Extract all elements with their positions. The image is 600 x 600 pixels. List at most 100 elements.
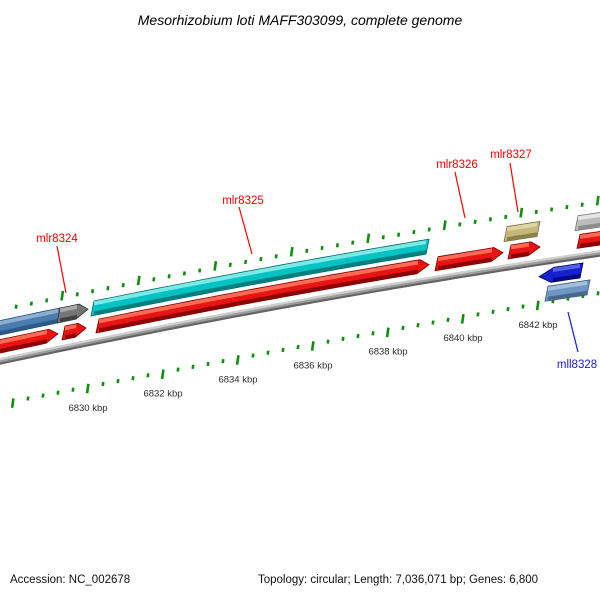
inner-ruler-major-tick — [235, 355, 240, 365]
status-summary: Topology: circular; Length: 7,036,071 bp… — [258, 574, 539, 586]
label-leader-line-mlr8324 — [56, 245, 67, 294]
inner-ruler-minor-tick — [146, 373, 150, 378]
outer-ruler-minor-tick — [106, 286, 110, 291]
ruler-kbp-label: 6842 kbp — [518, 320, 557, 331]
inner-ruler-minor-tick — [326, 339, 330, 344]
gene-arrow-silver-9-shadow — [578, 222, 600, 230]
genome-backbone-highlight — [0, 250, 600, 361]
inner-ruler-minor-tick — [476, 312, 480, 317]
outer-ruler-minor-tick — [228, 262, 232, 267]
gene-arrow-mlr8325-highlight — [94, 240, 426, 306]
label-leader-line-mlr8325 — [238, 206, 253, 255]
outer-ruler-minor-tick — [29, 301, 33, 306]
gene-labels-layer: mlr8324 mlr8325 mlr8326 mlr8327 mll8328 — [36, 149, 597, 371]
inner-ruler-minor-tick — [371, 331, 375, 336]
gene-arrow-mlr8326-highlight — [438, 248, 492, 262]
inner-ruler-minor-tick — [251, 353, 255, 358]
gene-arrow-silver-9-highlight — [578, 212, 600, 221]
inner-ruler-minor-tick — [431, 320, 435, 325]
genes-layer — [0, 212, 600, 354]
ruler-kbp-label: 6832 kbp — [143, 389, 182, 400]
inner-ruler-major-tick — [460, 313, 465, 324]
inner-ruler-minor-tick — [266, 350, 270, 355]
ruler-kbp-label: 6836 kbp — [293, 360, 332, 371]
outer-ruler-major-tick — [519, 207, 524, 218]
inner-ruler-minor-tick — [101, 381, 105, 387]
inner-ruler-minor-tick — [191, 364, 195, 369]
outer-ruler-minor-tick — [45, 298, 49, 303]
status-bar: Accession: NC_002678 Topology: circular;… — [0, 574, 600, 594]
outer-ruler-major-tick — [136, 275, 141, 286]
gene-arrow-mlr8327-highlight — [507, 222, 537, 232]
inner-ruler-major-tick — [10, 398, 15, 409]
outer-ruler-minor-tick — [580, 202, 584, 207]
inner-ruler-minor-tick — [491, 309, 495, 314]
outer-ruler-minor-tick — [335, 243, 339, 248]
outer-ruler-minor-tick — [167, 274, 171, 279]
outer-ruler-minor-tick — [412, 229, 416, 235]
inner-ruler-minor-tick — [41, 393, 45, 398]
label-leader-line-mlr8327 — [509, 162, 519, 213]
outer-ruler-minor-tick — [152, 277, 156, 282]
gene-arrow-mlr8324-highlight — [60, 304, 77, 313]
outer-ruler-minor-tick — [427, 227, 431, 232]
outer-ruler-minor-tick — [458, 222, 462, 227]
outer-ruler-minor-tick — [14, 304, 18, 309]
gene-arrow-mll8328-shadow — [553, 273, 580, 282]
gene-arrow-mlr8327-highlight — [511, 242, 529, 250]
gene-label-mlr8324[interactable]: mlr8324 — [36, 233, 78, 245]
gene-label-mlr8326[interactable]: mlr8326 — [436, 159, 478, 171]
outer-ruler-minor-tick — [397, 232, 401, 237]
outer-ruler-major-tick — [289, 246, 294, 257]
outer-ruler-minor-tick — [550, 207, 554, 212]
ruler-kbp-label: 6830 kbp — [68, 403, 107, 414]
ruler-kbp-label: 6840 kbp — [443, 333, 482, 344]
gene-arrow-mlr8327-shadow — [507, 232, 537, 241]
outer-ruler-minor-tick — [488, 217, 492, 222]
outer-ruler-minor-tick — [91, 289, 95, 294]
inner-ruler-minor-tick — [71, 387, 75, 392]
gene-arrow-mlr8324-highlight — [65, 324, 77, 331]
outer-ruler-minor-tick — [534, 209, 538, 215]
outer-ruler-major-tick — [595, 195, 600, 206]
backbone-layer — [0, 250, 600, 365]
gene-arrow-red-2-shadow — [0, 339, 47, 353]
outer-ruler-minor-tick — [504, 214, 508, 220]
gene-arrow-mlr8324-shadow — [60, 314, 77, 322]
outer-ruler-minor-tick — [198, 268, 202, 273]
gene-arrow-mlr8325-shadow — [94, 250, 426, 315]
label-leader-line-mlr8326 — [454, 171, 466, 219]
inner-ruler-minor-tick — [596, 291, 600, 296]
gene-arrow-mlr8324-shadow — [65, 333, 77, 339]
gene-label-mlr8325[interactable]: mlr8325 — [222, 195, 264, 207]
gene-label-mlr8327[interactable]: mlr8327 — [490, 149, 532, 161]
inner-ruler-minor-tick — [521, 304, 525, 309]
outer-ruler-major-tick — [442, 220, 447, 231]
status-accession: Accession: NC_002678 — [10, 574, 131, 586]
outer-ruler-minor-tick — [320, 245, 324, 251]
outer-ruler-minor-tick — [381, 235, 385, 240]
inner-ruler-minor-tick — [341, 336, 345, 341]
genome-map: Mesorhizobium loti MAFF303099, complete … — [0, 12, 600, 414]
gene-arrow-mll8328-highlight — [553, 263, 580, 272]
outer-ruler-major-tick — [60, 290, 65, 301]
gene-arrow-mlr8325-highlight — [99, 260, 418, 324]
gene-arrow-steelblue-0-shadow — [0, 318, 58, 335]
outer-ruler-minor-tick — [244, 259, 248, 265]
gene-arrow-red-10-shadow — [580, 240, 600, 248]
gene-label-mll8328[interactable]: mll8328 — [557, 359, 597, 371]
outer-ruler-major-tick — [213, 260, 218, 271]
ruler-kbp-label: 6838 kbp — [368, 347, 407, 358]
outer-ruler-minor-tick — [473, 219, 477, 224]
inner-ruler-minor-tick — [356, 333, 360, 339]
outer-ruler-minor-tick — [121, 283, 125, 288]
inner-ruler-minor-tick — [221, 358, 225, 364]
outer-ruler-minor-tick — [305, 248, 309, 253]
gene-arrow-mlr8327-shadow — [511, 251, 529, 258]
gene-arrow-steelblue-0-highlight — [0, 308, 58, 326]
inner-ruler-minor-tick — [281, 347, 285, 353]
gene-arrow-red-2-highlight — [0, 330, 47, 345]
gene-arrow-mll8328-highlight — [548, 280, 587, 291]
inner-ruler-minor-tick — [446, 317, 450, 322]
